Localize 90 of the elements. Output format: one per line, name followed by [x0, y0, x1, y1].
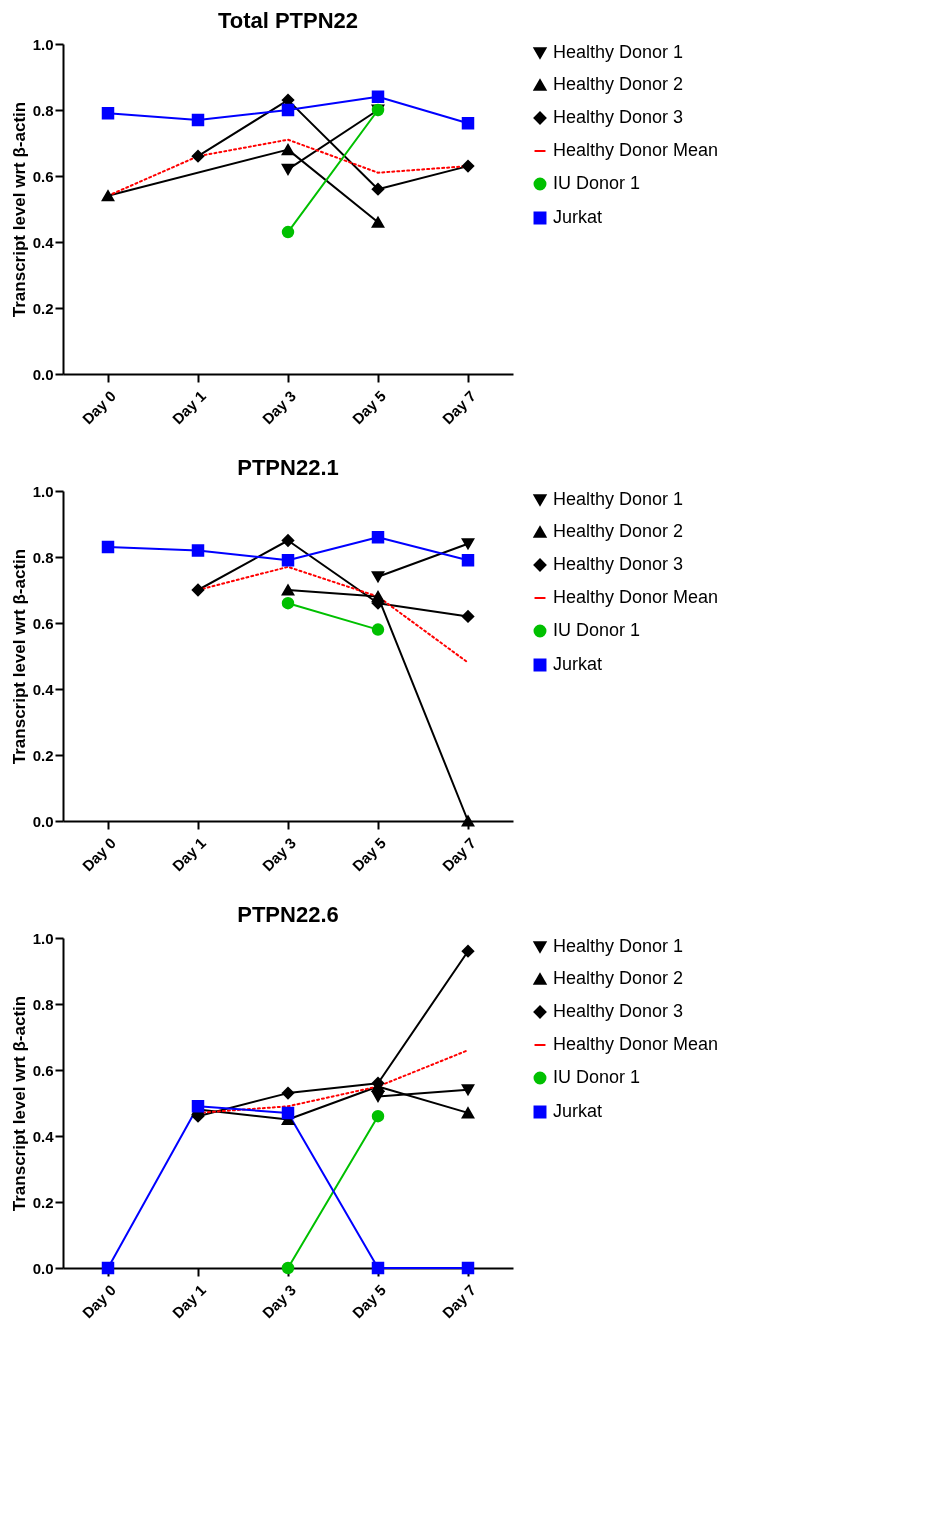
legend-label: IU Donor 1 [553, 1067, 641, 1087]
x-tick-label: Day 3 [258, 1281, 300, 1322]
y-tick-label: 0.6 [32, 1061, 54, 1079]
point [281, 1261, 295, 1275]
point [371, 530, 385, 544]
point [371, 182, 385, 196]
point [281, 103, 295, 117]
point [281, 596, 295, 610]
point [281, 534, 295, 547]
legend-label: Healthy Donor 3 [553, 107, 684, 127]
legend-label: Healthy Donor 1 [553, 42, 684, 62]
y-tick-label: 0.8 [32, 101, 54, 119]
legend-label: Healthy Donor 3 [553, 1001, 684, 1021]
x-tick-label: Day 7 [438, 387, 480, 428]
point [191, 149, 205, 163]
point [461, 944, 475, 958]
point [281, 225, 295, 239]
point [281, 584, 295, 596]
legend-label: Healthy Donor Mean [553, 1034, 719, 1054]
y-tick-label: 0.2 [32, 1193, 54, 1211]
point [461, 116, 475, 130]
point [371, 216, 385, 228]
y-tick-label: 0.6 [32, 614, 54, 632]
chart-title: Total PTPN22 [217, 8, 359, 33]
y-tick-label: 0.0 [32, 1259, 54, 1277]
legend-label: Healthy Donor 2 [553, 521, 684, 541]
point [461, 554, 475, 567]
x-tick-label: Day 1 [168, 1281, 210, 1322]
point [371, 1109, 385, 1123]
point [461, 1107, 475, 1119]
y-tick-label: 0.2 [32, 746, 54, 764]
legend-label: Jurkat [553, 1101, 603, 1121]
point [371, 1261, 385, 1275]
y-axis-title: Transcript level wrt β-actin [9, 995, 29, 1212]
x-tick-label: Day 0 [78, 834, 120, 875]
y-axis-title: Transcript level wrt β-actin [9, 548, 29, 765]
legend-label: Healthy Donor 1 [553, 936, 684, 956]
point [281, 554, 295, 567]
y-tick-label: 1.0 [32, 929, 54, 947]
point [281, 1106, 295, 1120]
y-tick-label: 0.6 [32, 167, 54, 185]
point [191, 113, 205, 127]
point [191, 544, 205, 557]
x-tick-label: Day 0 [78, 387, 120, 428]
x-tick-label: Day 1 [168, 387, 210, 428]
x-tick-label: Day 5 [348, 834, 390, 875]
legend-label: Jurkat [553, 207, 603, 227]
legend-label: IU Donor 1 [553, 620, 641, 640]
y-tick-label: 0.4 [32, 233, 55, 251]
legend-label: Healthy Donor 3 [553, 554, 684, 574]
point [461, 610, 475, 623]
x-tick-label: Day 5 [348, 1281, 390, 1322]
point [281, 144, 295, 156]
x-tick-label: Day 0 [78, 1281, 120, 1322]
x-tick-label: Day 1 [168, 834, 210, 875]
y-tick-label: 0.8 [32, 548, 54, 566]
legend-label: Healthy Donor Mean [553, 587, 719, 607]
x-tick-label: Day 3 [258, 387, 300, 428]
chart-title: PTPN22.1 [237, 455, 339, 480]
point [371, 623, 385, 636]
point [101, 107, 115, 120]
point [371, 90, 385, 104]
point [101, 540, 115, 554]
y-tick-label: 0.2 [32, 299, 54, 317]
point [191, 583, 205, 597]
point [461, 1261, 475, 1275]
y-tick-label: 0.0 [32, 365, 54, 383]
point [101, 1261, 115, 1275]
legend-label: Jurkat [553, 654, 603, 674]
legend-label: Healthy Donor 2 [553, 74, 684, 94]
y-tick-label: 0.0 [32, 812, 54, 830]
point [461, 815, 475, 827]
y-tick-label: 1.0 [32, 482, 54, 500]
legend-label: Healthy Donor Mean [553, 140, 719, 160]
point [461, 159, 475, 173]
x-tick-label: Day 3 [258, 834, 300, 875]
y-axis-title: Transcript level wrt β-actin [9, 101, 29, 318]
legend-label: Healthy Donor 2 [553, 968, 684, 988]
point [281, 1086, 295, 1100]
x-tick-label: Day 7 [438, 1281, 480, 1322]
y-tick-label: 1.0 [32, 35, 54, 53]
legend-label: IU Donor 1 [553, 173, 641, 193]
y-tick-label: 0.8 [32, 995, 54, 1013]
y-tick-label: 0.4 [32, 680, 55, 698]
x-tick-label: Day 5 [348, 387, 390, 428]
legend-label: Healthy Donor 1 [553, 489, 684, 509]
chart-title: PTPN22.6 [237, 902, 339, 927]
x-tick-label: Day 7 [438, 834, 480, 875]
point [101, 190, 115, 202]
y-tick-label: 0.4 [32, 1127, 55, 1145]
